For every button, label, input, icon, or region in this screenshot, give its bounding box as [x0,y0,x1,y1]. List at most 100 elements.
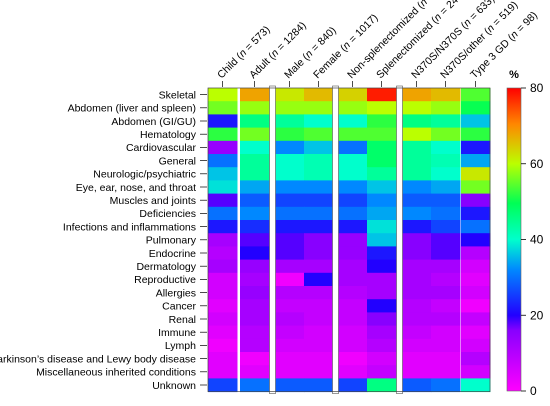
heatmap-cell [304,272,334,287]
heatmap-cell [208,154,238,168]
heatmap-cell [304,259,334,274]
heatmap-cell [431,140,461,155]
heatmap-cell [461,299,491,313]
heatmap-frame [207,87,491,392]
heatmap-cell [275,180,305,195]
heatmap-cell [304,312,334,327]
heatmap-cell [431,325,461,340]
heatmap-cell [275,140,305,155]
heatmap-cell [240,206,270,221]
heatmap-cell [402,365,432,379]
row-label: Lymph [165,340,196,352]
heatmap-cell [304,325,334,340]
heatmap-cell [402,88,432,102]
row-label: General [159,155,196,167]
heatmap-cell [240,220,270,234]
heatmap-cell [304,180,334,195]
heatmap-cell [240,114,270,129]
heatmap-cell [208,352,238,366]
row-label: Pulmonary [146,235,197,247]
heatmap-cell [367,88,397,102]
colorbar-tick-label: 0 [530,384,537,398]
heatmap-cell [304,206,334,221]
heatmap-cell [240,101,270,115]
heatmap-cell [431,272,461,287]
heatmap-cell [367,101,397,115]
heatmap-cell [431,286,461,300]
heatmap-cell [367,114,397,129]
heatmap-cell [431,154,461,168]
heatmap-cell [275,154,305,168]
heatmap-cell [275,220,305,234]
heatmap-cell [367,167,397,181]
heatmap-cell [367,140,397,155]
heatmap-cell [240,127,270,142]
heatmap-cell [304,220,334,234]
heatmap-cell [431,220,461,234]
heatmap-cell [461,312,491,327]
heatmap-cell [304,286,334,300]
heatmap-cell [402,180,432,195]
heatmap-cell [240,299,270,313]
heatmap-cell [338,299,368,313]
heatmap-cell [275,206,305,221]
heatmap-cell [461,114,491,129]
row-label: Abdomen (liver and spleen) [68,103,196,115]
heatmap-cell [402,378,432,393]
heatmap-cell [240,167,270,181]
heatmap-cell [431,88,461,102]
row-label: Infections and inflammations [63,221,196,233]
heatmap-cell [431,127,461,142]
heatmap-cell [275,286,305,300]
group-separator [269,85,276,394]
column-labels: Child (n = 573)Adult (n = 1284)Male (n =… [215,0,540,87]
heatmap-cell [338,378,368,393]
heatmap-cell [367,365,397,379]
heatmap-cell [367,312,397,327]
heatmap-cell [304,246,334,261]
heatmap-cell [208,272,238,287]
heatmap-cell [208,220,238,234]
heatmap-cell [461,378,491,393]
row-label: Allergies [156,287,196,299]
heatmap-cell [338,325,368,340]
heatmap-cell [208,193,238,208]
heatmap-cell [275,272,305,287]
heatmap-cell [338,140,368,155]
heatmap-cell [240,312,270,327]
colorbar-gradient [506,87,522,392]
heatmap-cell [338,127,368,142]
heatmap-cell [461,352,491,366]
heatmap-cell [367,193,397,208]
heatmap-cell [275,88,305,102]
heatmap-cell [461,220,491,234]
heatmap-cell [338,206,368,221]
heatmap-cell [402,286,432,300]
heatmap-cell [402,220,432,234]
heatmap-cell [402,206,432,221]
heatmap-cell [304,101,334,115]
heatmap-cell [431,193,461,208]
colorbar-tick-label: 80 [530,81,544,95]
heatmap-cell [367,378,397,393]
heatmap-cell [240,259,270,274]
heatmap-cell [240,246,270,261]
heatmap-cell [275,114,305,129]
heatmap-cell [402,233,432,247]
heatmap-cell [240,286,270,300]
heatmap-cell [367,325,397,340]
row-label: Cancer [162,301,196,313]
heatmap-cell [461,206,491,221]
heatmap-cell [461,154,491,168]
heatmap-cell [367,338,397,353]
colorbar-ticks: 0 20 40 60 80 [521,81,544,398]
heatmap-cell [208,325,238,340]
heatmap-cell [338,272,368,287]
row-label: Deficiencies [139,208,196,220]
heatmap-cell [431,167,461,181]
heatmap-cell [208,233,238,247]
heatmap-cell [275,338,305,353]
heatmap-cell [208,259,238,274]
heatmap-cell [208,246,238,261]
heatmap-cell [402,259,432,274]
